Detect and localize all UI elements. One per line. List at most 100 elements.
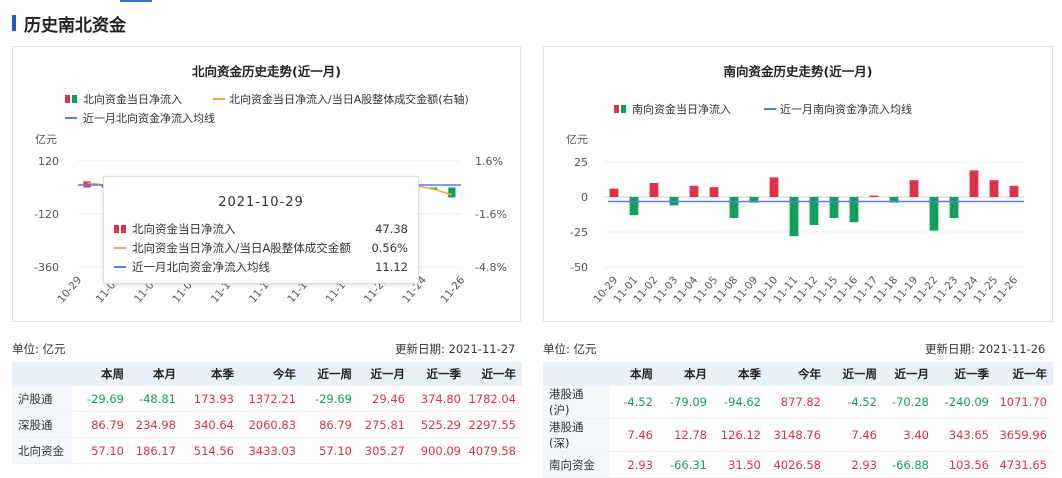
legend-bar-icon: [621, 105, 626, 113]
table-row: 港股通(深) 7.46 12.78 126.12 3148.76 7.46 3.40 343.…: [543, 418, 1053, 452]
bar: [749, 197, 759, 203]
bar: [889, 197, 899, 203]
table-row: 深股通 86.79 234.98 340.64 2060.83 86.79 275.81 52…: [12, 411, 522, 438]
tooltip-row-avg: 近一月北向资金净流入均线 11.12: [104, 257, 418, 276]
tooltip-row-ratio: 北向资金当日净流入/当日A股整体成交金额 0.56%: [104, 238, 418, 257]
north-chart-title: 北向资金历史走势(近一月): [192, 64, 341, 79]
legend-label: 北向资金当日净流入/当日A股整体成交金额(右轴): [229, 92, 469, 106]
south-chart-title: 南向资金历史走势(近一月): [723, 64, 873, 79]
tooltip-label: 北向资金当日净流入/当日A股整体成交金额: [132, 240, 351, 255]
table-cell: 2297.55: [467, 411, 522, 438]
north-chart-panel: 北向资金历史走势(近一月) 北向资金当日净流入 北向资金当日净流入/当日A股整体成…: [12, 46, 521, 322]
y-tick-label: -25: [570, 226, 588, 239]
bar: [869, 195, 879, 197]
table-cell: -66.88: [883, 451, 935, 478]
table-corner: [12, 362, 72, 386]
y-axis-unit: 亿元: [566, 133, 588, 146]
red-square-icon: [121, 224, 126, 233]
table-cell: -48.81: [130, 386, 182, 412]
table-cell: -240.09: [935, 386, 995, 419]
table-cell: -66.31: [659, 451, 713, 478]
column-header: 近一年: [995, 362, 1053, 386]
north-unit-label: 单位: 亿元: [12, 342, 66, 356]
bar: [809, 197, 819, 225]
south-flow-table: 本周 本月 本季 今年 近一周 近一月 近一季 近一年 港股通(沪) -4.52 -79.09 -9…: [543, 362, 1053, 478]
tooltip-value: 0.56%: [371, 240, 408, 255]
bar: [609, 188, 619, 197]
table-cell: 1372.21: [240, 386, 302, 412]
table-cell: 186.17: [130, 437, 182, 464]
section-marker: [12, 15, 16, 31]
table-cell: 305.27: [358, 437, 411, 464]
table-cell: 3659.96: [995, 418, 1053, 452]
table-cell: 86.79: [302, 411, 358, 438]
row-header: 南向资金: [543, 451, 609, 478]
north-chart-tooltip: 2021-10-29 北向资金当日净流入 47.38 北向资金当日净流入/当日A…: [103, 176, 419, 284]
bar: [1009, 185, 1019, 197]
table-cell: 29.46: [358, 386, 411, 412]
column-header: 近一月: [883, 362, 935, 386]
table-cell: 4026.58: [767, 451, 827, 478]
column-header: 本周: [72, 362, 130, 386]
bar: [689, 185, 699, 197]
table-cell: -94.62: [713, 386, 767, 419]
table-cell: -4.52: [609, 386, 659, 419]
table-cell: 343.65: [935, 418, 995, 452]
section-title: 历史南北资金: [24, 15, 126, 36]
column-header: 本周: [609, 362, 659, 386]
y-axis-unit: 亿元: [35, 133, 57, 146]
column-header: 近一周: [302, 362, 358, 386]
tooltip-label: 北向资金当日净流入: [132, 221, 236, 236]
y-tick-label: 0: [581, 191, 588, 204]
legend-bar-icon: [614, 105, 619, 113]
legend-label: 北向资金当日净流入: [83, 92, 182, 106]
bar: [649, 183, 659, 197]
bar: [629, 197, 639, 216]
table-cell: 57.10: [72, 437, 130, 464]
table-row: 港股通(沪) -4.52 -79.09 -94.62 877.82 -4.52 -70.28…: [543, 386, 1053, 419]
column-header: 近一季: [935, 362, 995, 386]
table-cell: 877.82: [767, 386, 827, 419]
x-tick-label: 10-29: [55, 274, 84, 305]
table-cell: 7.46: [609, 418, 659, 452]
table-cell: 2.93: [609, 451, 659, 478]
table-cell: 103.56: [935, 451, 995, 478]
table-cell: 234.98: [130, 411, 182, 438]
top-tab-indicator: [120, 0, 152, 2]
bar: [949, 197, 959, 218]
legend-label: 南向资金当日净流入: [632, 102, 731, 116]
north-flow-table: 本周 本月 本季 今年 近一周 近一月 近一季 近一年 沪股通 -29.69 -48.81 173.…: [12, 362, 522, 464]
legend-bar-icon: [72, 95, 77, 103]
table-cell: 525.29: [411, 411, 467, 438]
row-header: 北向资金: [12, 437, 72, 464]
bar: [989, 180, 999, 197]
table-cell: 12.78: [659, 418, 713, 452]
table-cell: 57.10: [302, 437, 358, 464]
table-cell: 7.46: [827, 418, 883, 452]
table-cell: 3.40: [883, 418, 935, 452]
y-tick-label: -50: [570, 261, 588, 274]
table-row: 南向资金 2.93 -66.31 31.50 4026.58 2.93 -66.88 103.…: [543, 451, 1053, 478]
bar: [909, 180, 919, 197]
blue-line-icon: [114, 265, 126, 268]
column-header: 本月: [659, 362, 713, 386]
column-header: 今年: [767, 362, 827, 386]
column-header: 近一季: [411, 362, 467, 386]
bar: [709, 187, 719, 197]
tooltip-value: 11.12: [375, 259, 408, 274]
south-update-date: 更新日期: 2021-11-26: [925, 342, 1046, 356]
table-cell: 275.81: [358, 411, 411, 438]
table-cell: 3148.76: [767, 418, 827, 452]
y2-tick-label: -1.6%: [475, 208, 507, 221]
bar: [829, 197, 839, 218]
table-cell: 2060.83: [240, 411, 302, 438]
y-tick-label: 25: [574, 156, 588, 169]
y2-tick-label: 1.6%: [475, 155, 503, 168]
south-chart: 南向资金当日净流入 近一月南向资金净流入均线亿元250-25-5010-2911-…: [566, 102, 1024, 305]
row-header: 港股通(沪): [543, 386, 609, 419]
y2-tick-label: -4.8%: [475, 261, 507, 274]
table-cell: -79.09: [659, 386, 713, 419]
legend-label: 近一月北向资金净流入均线: [83, 111, 215, 125]
table-cell: 374.80: [411, 386, 467, 412]
table-cell: -29.69: [302, 386, 358, 412]
